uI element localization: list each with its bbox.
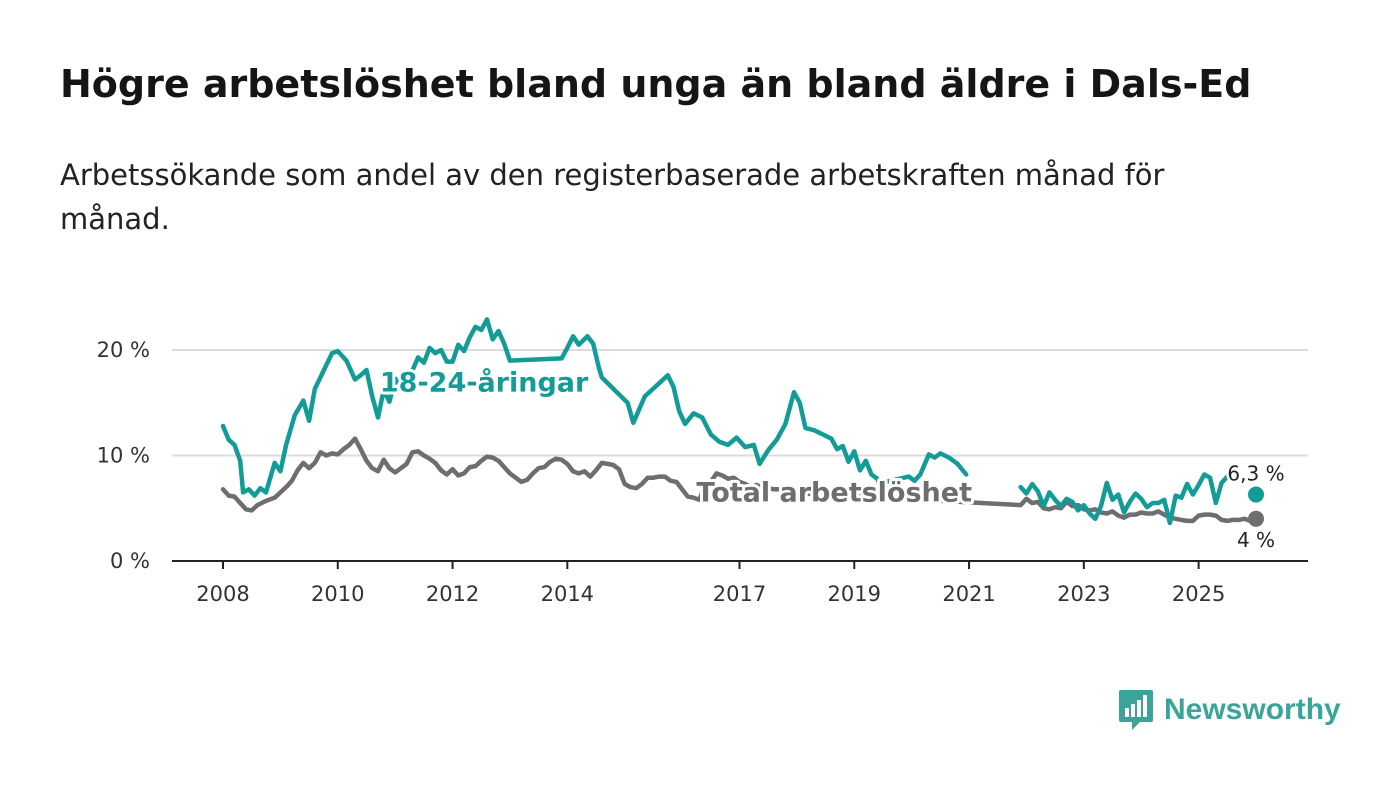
x-tick-label-2008: 2008 bbox=[196, 582, 249, 606]
end-point-total bbox=[1248, 510, 1264, 527]
x-tick-label-2025: 2025 bbox=[1172, 582, 1225, 606]
series-label-youth: 18-24-åringar bbox=[380, 367, 589, 399]
end-label-total: 4 % bbox=[1237, 528, 1275, 552]
y-tick-label-10: 10 % bbox=[97, 444, 150, 468]
newsworthy-brand[interactable]: Newsworthy bbox=[1118, 688, 1341, 732]
y-tick-label-20: 20 % bbox=[97, 338, 150, 362]
end-point-youth bbox=[1248, 486, 1264, 503]
x-tick-label-2021: 2021 bbox=[942, 582, 995, 606]
chart-subtitle: Arbetssökande som andel av den registerb… bbox=[60, 158, 1165, 236]
x-tick-label-2014: 2014 bbox=[541, 582, 594, 606]
x-tick-label-2010: 2010 bbox=[311, 582, 364, 606]
brand-name: Newsworthy bbox=[1164, 693, 1341, 726]
x-tick-label-2017: 2017 bbox=[713, 582, 766, 606]
chart-title: Högre arbetslöshet bland unga än bland ä… bbox=[60, 62, 1252, 106]
series-line-total bbox=[220, 436, 1259, 524]
y-tick-label-0: 0 % bbox=[110, 549, 150, 573]
x-tick-label-2023: 2023 bbox=[1057, 582, 1110, 606]
series-line-youth-continued bbox=[1018, 471, 1233, 526]
end-label-youth: 6,3 % bbox=[1227, 462, 1284, 486]
x-tick-label-2019: 2019 bbox=[828, 582, 881, 606]
newsworthy-logo-icon bbox=[1119, 690, 1153, 730]
x-tick-label-2012: 2012 bbox=[426, 582, 479, 606]
series-line-youth bbox=[220, 317, 969, 498]
series-label-total: Total arbetslöshet bbox=[696, 477, 972, 508]
